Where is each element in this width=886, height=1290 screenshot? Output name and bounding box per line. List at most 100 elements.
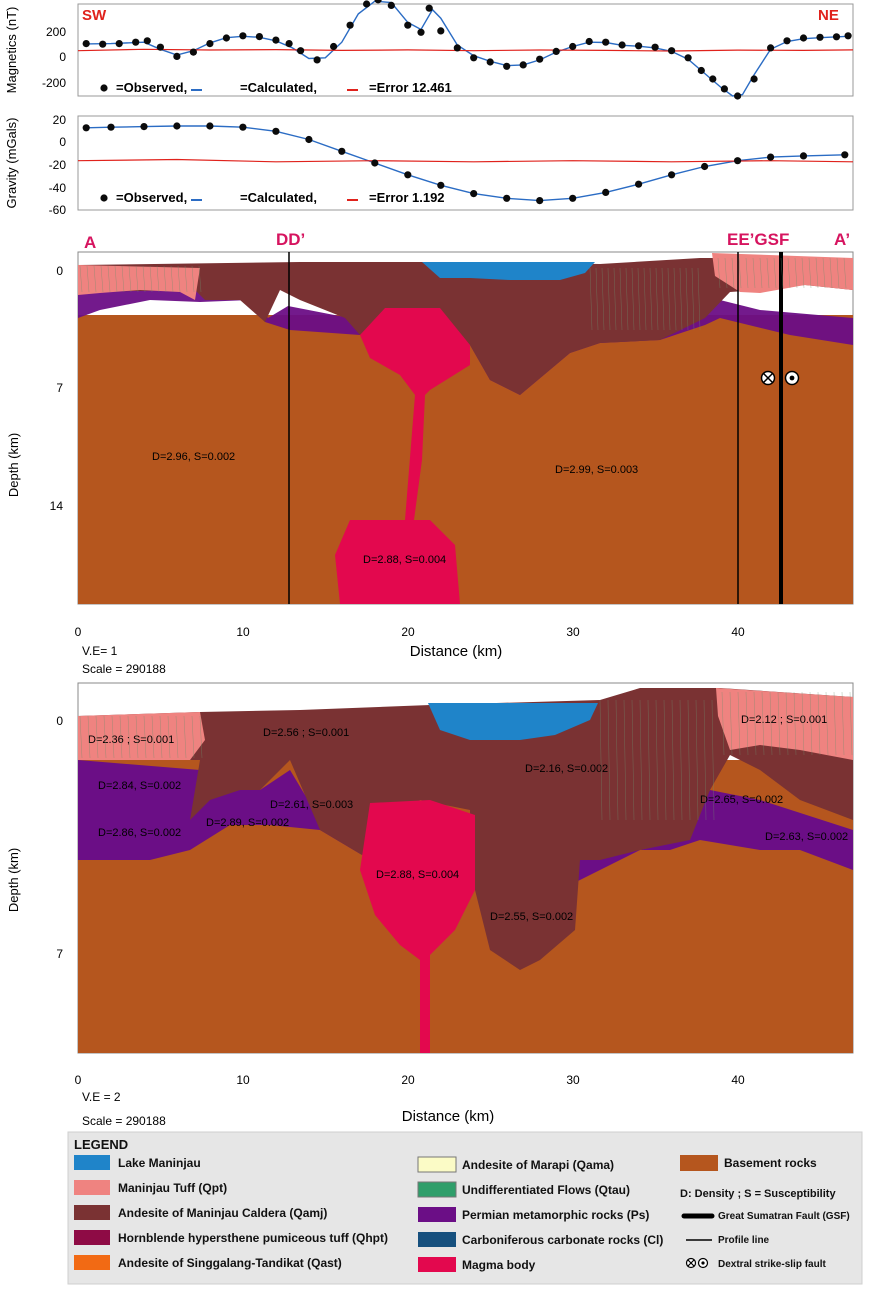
- s2-xtick-0: 0: [75, 1073, 82, 1087]
- s2-xtick-40: 40: [731, 1073, 745, 1087]
- grav-observed-point: [470, 190, 478, 198]
- strata-line: [135, 715, 139, 759]
- legend-item-basement: Basement rocks: [724, 1156, 817, 1170]
- strata-line: [86, 265, 90, 293]
- grav-observed-point: [767, 153, 775, 161]
- grav-observed-point: [305, 135, 313, 144]
- corner-ne: NE: [818, 7, 839, 24]
- strata-line: [809, 691, 813, 756]
- s1-dextral-symbol: [760, 370, 800, 386]
- strata-line: [142, 265, 146, 293]
- grav-ylabel: Gravity (mGals): [4, 118, 19, 209]
- strata-line: [697, 267, 701, 331]
- strata-line: [721, 691, 725, 756]
- mag-observed-point: [697, 66, 705, 75]
- mag-observed-point: [82, 40, 90, 48]
- legend-swatch-undiff: [417, 1181, 457, 1198]
- s1-xtick-0: 0: [75, 625, 82, 639]
- grav-observed-point: [82, 124, 90, 132]
- mag-observed-point: [173, 52, 181, 61]
- s2-label-10: D=2.63, S=0.002: [765, 831, 848, 843]
- strata-line: [655, 699, 659, 821]
- strata-line: [121, 265, 125, 293]
- mag-ytick-200: 200: [46, 25, 66, 39]
- strata-line: [619, 267, 623, 331]
- strata-line: [737, 691, 741, 756]
- s1-label-2: D=2.99, S=0.003: [555, 464, 638, 476]
- mag-observed-point: [602, 38, 610, 46]
- s2-tuff-right: [716, 688, 853, 760]
- legend-note-ds: D: Density ; S = Susceptibility: [680, 1188, 836, 1200]
- legend-item-singgalang: Andesite of Singgalang-Tandikat (Qast): [118, 1256, 342, 1270]
- s2-tuff-left-hatch: [79, 715, 203, 759]
- s2-label-6: D=2.61, S=0.003: [270, 799, 353, 811]
- s2-labels: D=2.36 ; S=0.001 D=2.56 ; S=0.001 D=2.12…: [88, 714, 848, 923]
- legend-swatch-singgalang: [74, 1255, 110, 1270]
- legend-item-lake: Lake Maninjau: [118, 1156, 201, 1170]
- s2-label-12: D=2.55, S=0.002: [490, 911, 573, 923]
- grav-observed-point: [799, 152, 808, 160]
- strata-line: [149, 265, 153, 293]
- s2-label-3: D=2.12 ; S=0.001: [741, 714, 827, 726]
- mag-key-observed-marker: [100, 84, 108, 92]
- grav-observed-point: [536, 197, 544, 205]
- legend-swatch-magma: [418, 1257, 456, 1272]
- strata-line: [785, 691, 789, 756]
- mag-observed-point: [767, 44, 775, 52]
- grav-observed-point: [239, 123, 247, 131]
- s1-lake: [422, 262, 595, 280]
- strata-line: [753, 691, 757, 756]
- mag-observed-point: [684, 54, 692, 62]
- s1-scale: Scale = 290188: [82, 662, 166, 676]
- strata-line: [841, 691, 845, 756]
- strata-line: [759, 257, 763, 289]
- mag-observed-point: [844, 32, 852, 40]
- mag-key-observed: =Observed,: [116, 80, 187, 95]
- mag-observed-point: [417, 28, 425, 36]
- s2-xlabel: Distance (km): [402, 1108, 495, 1125]
- legend-note-profile: Profile line: [718, 1235, 770, 1246]
- mag-observed-point: [486, 58, 494, 66]
- strata-line: [745, 691, 749, 756]
- strata-line: [637, 267, 641, 331]
- mag-observed-point: [404, 21, 412, 29]
- s1-label-1: D=2.96, S=0.002: [152, 451, 235, 463]
- strata-line: [79, 265, 83, 293]
- strata-line: [95, 715, 99, 759]
- s2-lake: [428, 703, 598, 740]
- strata-line: [184, 265, 188, 293]
- strata-line: [143, 715, 147, 759]
- grav-points: [82, 122, 849, 205]
- grav-observed-point: [404, 171, 412, 179]
- strata-line: [794, 257, 798, 289]
- grav-observed-point: [206, 122, 214, 130]
- legend-item-tuff: Maninjau Tuff (Qpt): [118, 1181, 227, 1195]
- mag-observed-point: [143, 37, 151, 45]
- strata-line: [631, 699, 635, 821]
- strata-line: [615, 699, 619, 821]
- mag-key: =Observed, =Calculated, =Error 12.461: [100, 80, 452, 95]
- section-ve2: D=2.36 ; S=0.001 D=2.56 ; S=0.001 D=2.12…: [6, 682, 854, 1128]
- strata-line: [647, 699, 651, 821]
- s2-label-8: D=2.86, S=0.002: [98, 827, 181, 839]
- s1-fault-away-cross-b: [762, 372, 774, 384]
- strata-line: [679, 699, 683, 821]
- s2-label-1: D=2.36 ; S=0.001: [88, 734, 174, 746]
- section-label-a: A: [84, 233, 96, 252]
- mag-observed-point: [832, 33, 841, 41]
- strata-line: [156, 265, 160, 293]
- s1-fault-toward-dot: [789, 375, 795, 381]
- legend-swatch-carbonif: [418, 1232, 456, 1247]
- strata-line: [114, 265, 118, 293]
- mag-observed-point: [720, 85, 729, 93]
- strata-line: [198, 265, 202, 293]
- strata-line: [817, 691, 821, 756]
- strata-line: [673, 267, 677, 331]
- s2-ytick-7: 7: [56, 947, 63, 961]
- mag-ytick-0: 0: [59, 50, 66, 64]
- mag-observed-point: [387, 1, 395, 9]
- grav-ytick-minus40: -40: [49, 181, 67, 195]
- mag-observed-point: [799, 34, 808, 42]
- s1-label-3: D=2.88, S=0.004: [363, 554, 446, 566]
